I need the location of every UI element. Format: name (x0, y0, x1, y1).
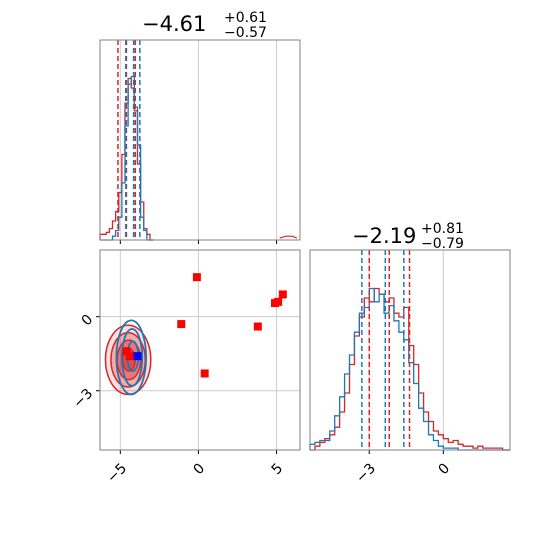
scatter-point (271, 299, 279, 308)
scatter-point (125, 352, 134, 361)
joint-content (104, 273, 287, 396)
panel-frame (99, 39, 301, 241)
histogram-tail-series-a (279, 235, 298, 239)
title-param-1-plus: +0.61 (224, 10, 267, 26)
histogram-panel-param-1 (99, 39, 301, 244)
title-param-1-median: −4.61 (142, 12, 206, 36)
title-param-2: −2.19 +0.81 −0.79 (352, 221, 464, 252)
x-tick-label: 0 (435, 460, 453, 478)
x-tick-labels-param-1: −5 0 5 (104, 460, 286, 486)
x-tick-label: 0 (191, 460, 209, 478)
x-tick-label: 5 (269, 460, 287, 478)
scatter-point (253, 322, 262, 331)
scatter-point (192, 273, 201, 282)
contour-series-b (120, 328, 144, 387)
title-param-2-minus: −0.79 (421, 236, 464, 252)
histogram-series-b (100, 75, 154, 241)
title-param-2-plus: +0.81 (421, 221, 464, 237)
title-param-1: −4.61 +0.61 −0.57 (142, 10, 267, 41)
highlight-point (133, 352, 142, 361)
title-param-2-median: −2.19 (352, 224, 416, 248)
panel-frame (309, 249, 511, 451)
histogram-series-b (309, 287, 510, 451)
histogram-panel-param-2 (309, 249, 511, 454)
title-param-1-minus: −0.57 (224, 25, 267, 41)
histogram-series-a (310, 287, 510, 451)
y-tick-label: 0 (79, 312, 97, 330)
scatter-point (122, 347, 131, 356)
x-tick-label: −5 (104, 460, 130, 486)
panel-frame (99, 249, 301, 451)
scatter-point (200, 369, 209, 378)
scatter-point (177, 320, 186, 329)
joint-panel (96, 249, 301, 454)
histogram-series-a (99, 77, 154, 241)
x-tick-labels-param-2: −3 0 (353, 460, 453, 486)
y-tick-label: −3 (70, 386, 96, 412)
scatter-point (278, 290, 287, 299)
x-tick-label: −3 (353, 460, 379, 486)
y-tick-labels-joint: −3 0 (70, 312, 96, 412)
contour-series-b (115, 319, 147, 396)
